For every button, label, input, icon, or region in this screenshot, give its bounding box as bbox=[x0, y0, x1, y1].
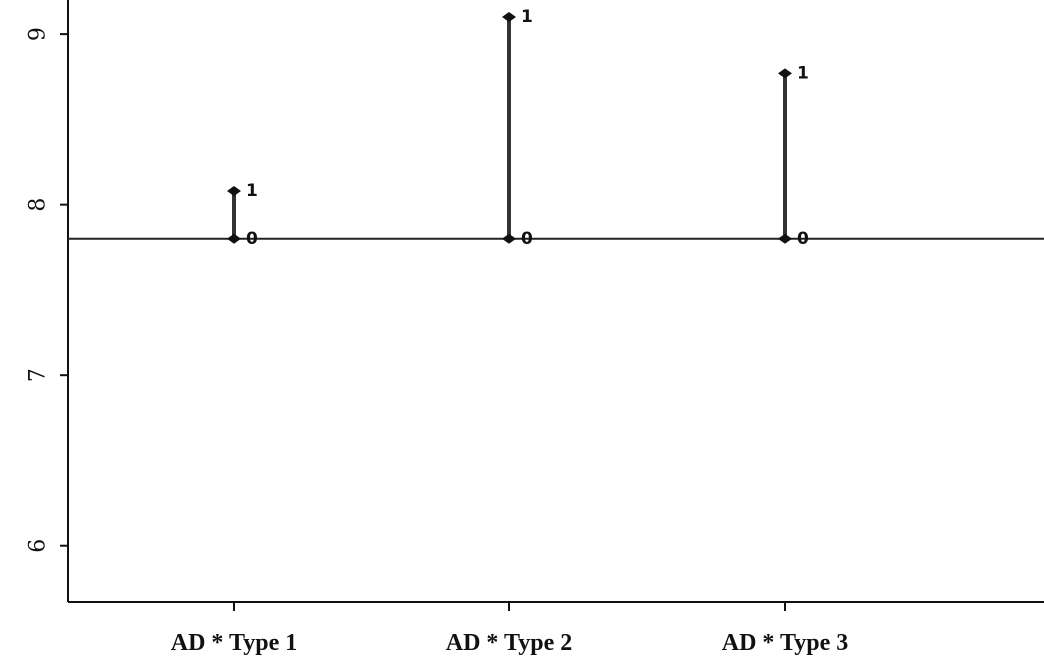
point-label-0-2: 0 bbox=[521, 229, 533, 249]
y-tick-label-9: 9 bbox=[26, 27, 51, 41]
point-1-1 bbox=[227, 186, 241, 197]
point-label-0-3: 0 bbox=[797, 229, 809, 249]
point-0-2 bbox=[502, 233, 516, 244]
y-tick-label-6: 6 bbox=[26, 539, 51, 553]
x-tick-label-2: AD * Type 2 bbox=[446, 630, 572, 656]
point-label-1-2: 1 bbox=[521, 7, 533, 27]
point-label-1-1: 1 bbox=[246, 181, 258, 201]
point-1-3 bbox=[778, 68, 792, 79]
y-ticks: 6 7 8 9 bbox=[26, 27, 68, 553]
point-label-1-3: 1 bbox=[797, 63, 809, 83]
point-label-0-1: 0 bbox=[246, 229, 258, 249]
point-1-2 bbox=[502, 12, 516, 23]
y-tick-label-8: 8 bbox=[26, 198, 51, 212]
x-tick-label-1: AD * Type 1 bbox=[171, 630, 297, 656]
x-tick-label-3: AD * Type 3 bbox=[722, 630, 848, 656]
data-marks: 0 1 0 1 0 1 bbox=[227, 7, 809, 249]
point-0-3 bbox=[778, 233, 792, 244]
point-0-1 bbox=[227, 233, 241, 244]
x-ticks: AD * Type 1 AD * Type 2 AD * Type 3 bbox=[171, 602, 848, 656]
y-tick-label-7: 7 bbox=[26, 368, 51, 382]
